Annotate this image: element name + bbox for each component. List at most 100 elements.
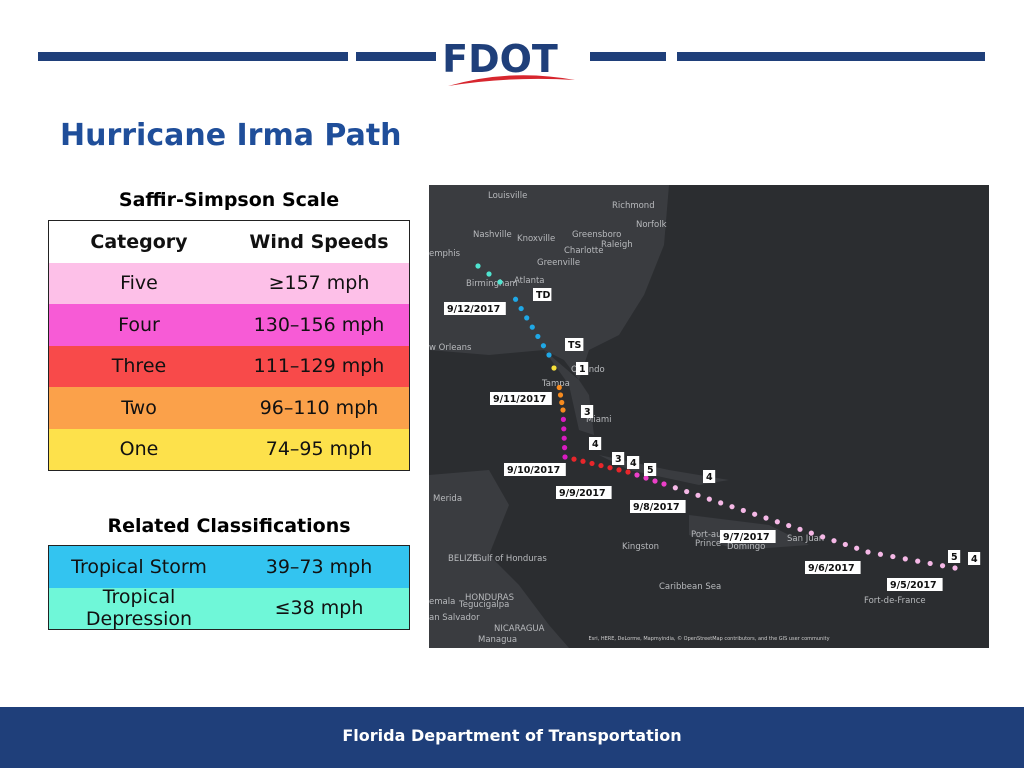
place-label: Miami [586, 415, 612, 425]
cell: 111–129 mph [253, 355, 385, 378]
cell: Three [111, 355, 167, 378]
rule [356, 52, 436, 61]
cell: Two [121, 396, 157, 419]
place-label: Greensboro [572, 230, 621, 240]
track-dot [561, 435, 567, 441]
cell: 130–156 mph [253, 313, 385, 336]
track-dot [475, 263, 481, 269]
track-label: 9/7/2017 [723, 532, 770, 543]
cell: Tropical Storm [71, 555, 207, 578]
cell: Four [118, 313, 160, 336]
track-dot [865, 549, 871, 555]
row: Tropical Depression ≤38 mph [49, 586, 409, 630]
place-label: NICARAGUA [494, 624, 545, 634]
label-box [444, 302, 506, 315]
place-label: emphis [429, 249, 461, 259]
row: Five ≥157 mph [49, 262, 409, 304]
place-label: Tegucigalpa [458, 600, 509, 610]
track-dot [562, 454, 568, 460]
track-label: 9/11/2017 [493, 394, 546, 405]
track-dot [559, 399, 565, 406]
place-label: emala [429, 597, 455, 607]
place-label: Domingo [727, 542, 765, 552]
rule [590, 52, 666, 61]
label-box [948, 550, 961, 563]
label-box [630, 500, 686, 513]
track-dot [497, 279, 503, 285]
track-dot [808, 530, 814, 536]
track-label: 4 [971, 554, 978, 565]
track-dot [529, 324, 535, 330]
track-dot [560, 416, 566, 422]
rule [38, 52, 348, 61]
track-dot [580, 458, 586, 464]
track-dot [652, 478, 658, 484]
track-dot [486, 271, 492, 277]
attribution: Esri, HERE, DeLorme, Mapmyindia, © OpenS… [588, 635, 829, 642]
track-dot [854, 545, 860, 551]
place-label: Louisville [488, 191, 527, 201]
cell: ≤38 mph [274, 597, 364, 620]
track-dot [546, 352, 552, 358]
label-box [581, 405, 594, 418]
place-label: Gulf of Honduras [475, 554, 547, 564]
track-label: 3 [584, 407, 591, 418]
cell: ≥157 mph [268, 272, 370, 295]
label-box [805, 561, 861, 574]
caption: Related Classifications [107, 515, 351, 537]
track-dot [842, 541, 848, 548]
track-dot [820, 534, 826, 540]
footer: Florida Department of Transportation [342, 726, 682, 745]
place-label: Fort-de-France [864, 596, 926, 606]
track-dot [643, 475, 649, 481]
track-dot [561, 426, 567, 432]
column-header: Category [90, 230, 188, 253]
track-dot [524, 315, 530, 321]
track-dot [706, 496, 712, 502]
track-dot [634, 472, 640, 478]
place-label: Norfolk [636, 220, 667, 230]
row: Three 111–129 mph [49, 345, 409, 387]
caption: Saffir-Simpson Scale [118, 189, 340, 211]
land [429, 185, 669, 380]
place-label: Prince [695, 539, 721, 549]
label-box [968, 552, 981, 565]
track-dot [902, 556, 908, 562]
track-dot [589, 460, 595, 467]
track-label: 3 [615, 454, 622, 465]
track-label: 9/6/2017 [808, 563, 855, 574]
track-label: 9/12/2017 [447, 304, 500, 315]
track-dot [518, 305, 524, 312]
land [599, 455, 809, 550]
track-dot [763, 515, 769, 521]
track-dot [877, 551, 884, 557]
track-dot [786, 522, 792, 529]
track-label: 4 [630, 458, 637, 469]
track-dot [684, 488, 690, 495]
track-dot [560, 407, 566, 413]
label-box [720, 530, 776, 543]
track-dot [512, 296, 519, 302]
place-label: Atlanta [514, 276, 545, 286]
track-dot [562, 445, 568, 451]
label-box [504, 463, 566, 476]
rule [677, 52, 985, 61]
label-box [565, 338, 584, 351]
track-label: 9/8/2017 [633, 502, 680, 513]
track-dot [672, 485, 678, 491]
scale-table: Category Wind Speeds Five ≥157 mph Four 130–1… [48, 220, 410, 471]
cell: Five [120, 272, 158, 295]
map: Louisville Richmond Norfolk Nashville Knoxvi… [429, 185, 989, 648]
track-dot [939, 563, 946, 569]
place-label: Raleigh [601, 240, 633, 250]
track-label: TS [568, 340, 581, 351]
label-box [556, 486, 612, 499]
track-label: 9/10/2017 [507, 465, 560, 476]
label-box [490, 392, 552, 405]
track-dot [797, 526, 803, 532]
track-dot [556, 384, 562, 391]
track-dot [625, 469, 631, 475]
track-dot [718, 500, 724, 506]
track-label: TD [536, 290, 550, 301]
land [429, 470, 569, 648]
